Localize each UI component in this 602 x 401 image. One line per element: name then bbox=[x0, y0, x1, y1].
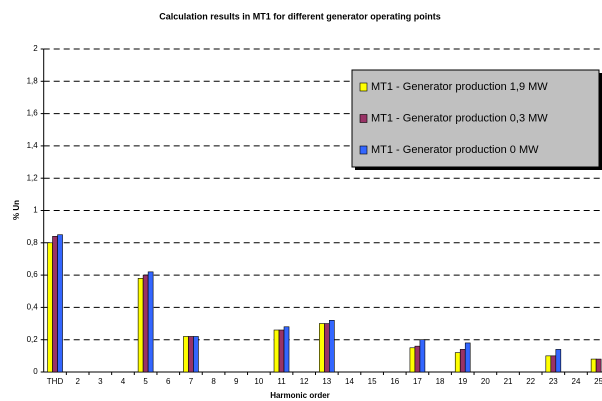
legend-label: MT1 - Generator production 0 MW bbox=[371, 144, 539, 156]
y-tick-label: 1,6 bbox=[27, 109, 39, 118]
legend-swatch bbox=[359, 114, 368, 123]
x-tick-label: 19 bbox=[458, 377, 467, 386]
x-tick-label: 3 bbox=[98, 377, 103, 386]
bar bbox=[142, 274, 149, 373]
x-axis-title: Harmonic order bbox=[270, 391, 330, 400]
x-tick-label: 8 bbox=[211, 377, 216, 386]
bar bbox=[193, 336, 199, 373]
bar bbox=[137, 278, 144, 373]
bar bbox=[545, 355, 552, 373]
bar bbox=[47, 242, 53, 373]
bar bbox=[147, 271, 154, 373]
x-tick-label: 7 bbox=[189, 377, 194, 386]
bar bbox=[414, 345, 421, 373]
x-tick-label: 24 bbox=[572, 377, 581, 386]
bar bbox=[550, 355, 557, 373]
bar bbox=[555, 349, 562, 373]
bar bbox=[183, 336, 189, 373]
legend-swatch bbox=[359, 145, 368, 155]
x-tick-label: 22 bbox=[526, 377, 535, 386]
y-tick-label: 1,4 bbox=[27, 141, 39, 150]
legend-label: MT1 - Generator production 1,9 MW bbox=[371, 81, 548, 93]
bar bbox=[188, 336, 194, 373]
legend: MT1 - Generator production 1,9 MW MT1 - G… bbox=[351, 69, 602, 170]
y-tick-label: 1,2 bbox=[27, 173, 39, 182]
x-tick-label: 13 bbox=[322, 377, 331, 386]
bar bbox=[419, 339, 426, 373]
bar bbox=[454, 352, 461, 373]
bar bbox=[459, 349, 466, 373]
bar bbox=[52, 236, 58, 373]
bar bbox=[319, 323, 325, 373]
bar bbox=[57, 234, 63, 373]
bar bbox=[409, 347, 416, 373]
bar bbox=[464, 342, 471, 373]
chart-title: Calculation results in MT1 for different… bbox=[159, 11, 441, 21]
x-tick-label: 2 bbox=[75, 377, 80, 386]
x-tick-label: 11 bbox=[277, 377, 286, 386]
bar bbox=[283, 326, 290, 373]
y-axis-title: % Un bbox=[12, 200, 21, 220]
legend-swatch bbox=[359, 82, 368, 92]
x-tick-label: 6 bbox=[166, 377, 171, 386]
y-tick-label: 0,6 bbox=[27, 270, 39, 279]
bar bbox=[329, 320, 335, 373]
bar bbox=[324, 323, 330, 373]
x-tick-label: 14 bbox=[345, 377, 354, 386]
x-tick-label: THD bbox=[47, 377, 64, 386]
x-tick-label: 18 bbox=[436, 377, 445, 386]
x-tick-label: 15 bbox=[368, 377, 377, 386]
y-tick-label: 2 bbox=[33, 44, 38, 53]
legend-label: MT1 - Generator production 0,3 MW bbox=[371, 112, 548, 124]
y-tick-label: 0,2 bbox=[27, 335, 39, 344]
x-tick-label: 12 bbox=[300, 377, 309, 386]
legend-box bbox=[351, 69, 600, 168]
x-tick-label: 16 bbox=[390, 377, 399, 386]
y-tick-label: 1,8 bbox=[27, 76, 39, 85]
y-tick-label: 0,4 bbox=[27, 303, 39, 312]
bar bbox=[273, 329, 280, 373]
bar bbox=[590, 358, 597, 373]
x-tick-label: 5 bbox=[143, 377, 148, 386]
x-tick-label: 25 bbox=[594, 377, 602, 386]
y-tick-label: 0 bbox=[33, 367, 38, 376]
y-tick-label: 1 bbox=[33, 206, 38, 215]
x-tick-label: 10 bbox=[254, 377, 263, 386]
bar bbox=[278, 329, 285, 373]
x-tick-label: 4 bbox=[121, 377, 126, 386]
y-tick-label: 0,8 bbox=[27, 238, 39, 247]
x-tick-label: 17 bbox=[413, 377, 422, 386]
x-tick-label: 21 bbox=[504, 377, 513, 386]
bar bbox=[595, 358, 602, 373]
x-tick-label: 20 bbox=[481, 377, 490, 386]
x-tick-label: 9 bbox=[234, 377, 239, 386]
x-tick-label: 23 bbox=[549, 377, 558, 386]
